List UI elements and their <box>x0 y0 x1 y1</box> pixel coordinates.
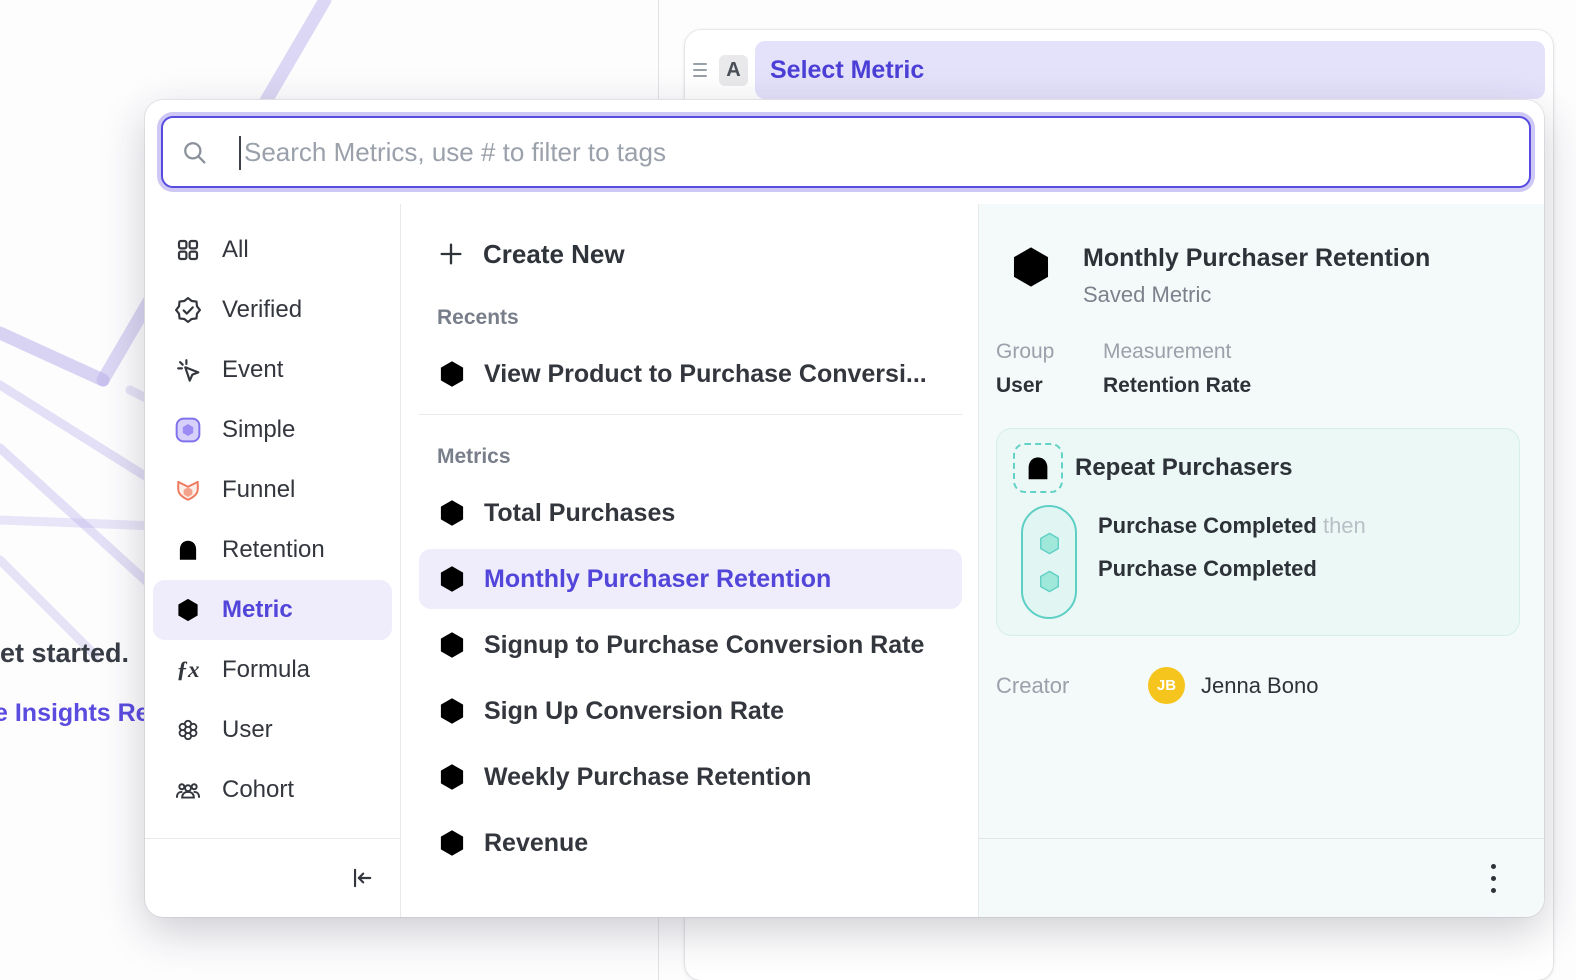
sidebar-item-formula[interactable]: ƒx Formula <box>153 640 392 700</box>
get-started-text: et started. <box>0 638 129 669</box>
metric-row-label: Signup to Purchase Conversion Rate <box>484 631 924 660</box>
sidebar-item-label: User <box>222 716 273 744</box>
event-sequence-capsule <box>1021 505 1077 619</box>
definition-step-1: Purchase Completed then <box>1098 513 1366 539</box>
metric-row-label: Weekly Purchase Retention <box>484 763 811 792</box>
create-new-label: Create New <box>483 239 625 270</box>
definition-step-2: Purchase Completed <box>1098 556 1366 582</box>
sidebar-item-all[interactable]: All <box>153 220 392 280</box>
metric-selector-modal: All Verified Event <box>145 100 1544 917</box>
sidebar-footer <box>145 838 400 917</box>
list-divider <box>419 414 962 415</box>
details-header: Monthly Purchaser Retention Saved Metric <box>996 244 1520 308</box>
metric-details-panel: Monthly Purchaser Retention Saved Metric… <box>978 204 1544 917</box>
event-hexagon-icon <box>1036 568 1063 595</box>
metric-hex-icon-teal-large <box>1008 244 1054 290</box>
sidebar-item-label: Cohort <box>222 776 294 804</box>
recent-metric-row[interactable]: View Product to Purchase Conversi... <box>419 344 962 404</box>
metric-hexagon-icon <box>175 597 201 623</box>
event-hexagon-icon <box>1036 530 1063 557</box>
type-filter-sidebar: All Verified Event <box>145 204 401 917</box>
sidebar-item-simple[interactable]: Simple <box>153 400 392 460</box>
sidebar-item-event[interactable]: Event <box>153 340 392 400</box>
avatar: JB <box>1148 667 1185 704</box>
metric-hex-icon-orange <box>437 630 467 660</box>
sidebar-item-verified[interactable]: Verified <box>153 280 392 340</box>
sidebar-item-label: Retention <box>222 536 325 564</box>
insights-report-link[interactable]: e Insights Re <box>0 699 150 728</box>
metric-hex-icon-teal <box>437 762 467 792</box>
metric-row-total-purchases[interactable]: Total Purchases <box>419 483 962 543</box>
simple-hexagon-icon <box>175 417 201 443</box>
clause-letter-badge: A <box>719 55 748 86</box>
funnel-icon <box>175 477 201 503</box>
sidebar-item-label: Metric <box>222 596 293 624</box>
metric-row-label: Total Purchases <box>484 499 675 528</box>
sidebar-item-user[interactable]: User <box>153 700 392 760</box>
measurement-value: Retention Rate <box>1103 374 1251 398</box>
text-caret <box>239 136 241 170</box>
details-subtitle: Saved Metric <box>1083 282 1430 308</box>
retention-arch-icon <box>175 537 201 563</box>
creator-row: Creator JB Jenna Bono <box>996 667 1520 704</box>
creator-name: Jenna Bono <box>1201 673 1318 699</box>
metric-clause-row: A Select Metric <box>685 30 1553 110</box>
verified-badge-icon <box>175 297 201 323</box>
metric-row-label: View Product to Purchase Conversi... <box>484 360 927 389</box>
sidebar-item-retention[interactable]: Retention <box>153 520 392 580</box>
search-focus-ring <box>157 112 1535 192</box>
grid-icon <box>175 237 201 263</box>
details-footer <box>979 838 1544 917</box>
sidebar-item-label: Event <box>222 356 283 384</box>
formula-fx-icon: ƒx <box>175 657 201 683</box>
metric-hex-icon-purple <box>437 828 467 858</box>
metric-hex-icon-teal <box>437 564 467 594</box>
group-value: User <box>996 374 1086 398</box>
sidebar-item-label: Verified <box>222 296 302 324</box>
metric-row-revenue[interactable]: Revenue <box>419 813 962 873</box>
metric-row-label: Monthly Purchaser Retention <box>484 565 831 594</box>
metric-hex-icon-purple <box>437 498 467 528</box>
sidebar-item-label: Simple <box>222 416 295 444</box>
details-title: Monthly Purchaser Retention <box>1083 244 1430 273</box>
sidebar-item-funnel[interactable]: Funnel <box>153 460 392 520</box>
metric-row-label: Sign Up Conversion Rate <box>484 697 784 726</box>
definition-name: Repeat Purchasers <box>1075 454 1292 482</box>
user-cluster-icon <box>175 717 201 743</box>
sidebar-item-label: All <box>222 236 249 264</box>
definition-card: Repeat Purchasers Purchase Completed the… <box>996 428 1520 636</box>
group-label: Group <box>996 340 1086 364</box>
metric-row-weekly-purchase-retention[interactable]: Weekly Purchase Retention <box>419 747 962 807</box>
metric-row-monthly-purchaser-retention[interactable]: Monthly Purchaser Retention <box>419 549 962 609</box>
details-info-grid: Group User Measurement Retention Rate <box>996 340 1520 398</box>
sidebar-item-label: Funnel <box>222 476 295 504</box>
metric-hex-icon-orange <box>437 359 467 389</box>
create-new-button[interactable]: Create New <box>437 232 962 276</box>
search-box[interactable] <box>161 116 1531 188</box>
select-metric-button[interactable]: Select Metric <box>755 41 1545 99</box>
metric-row-label: Revenue <box>484 829 588 858</box>
collapse-left-icon[interactable] <box>348 865 374 891</box>
metrics-heading: Metrics <box>437 445 962 469</box>
cursor-click-icon <box>175 357 201 383</box>
sidebar-item-cohort[interactable]: Cohort <box>153 760 392 820</box>
sidebar-item-label: Formula <box>222 656 310 684</box>
cohort-people-icon <box>175 777 201 803</box>
search-input[interactable] <box>244 137 1529 168</box>
metric-hex-icon-orange <box>437 696 467 726</box>
sidebar-item-metric[interactable]: Metric <box>153 580 392 640</box>
measurement-label: Measurement <box>1103 340 1251 364</box>
step-connector: then <box>1323 513 1366 538</box>
more-options-icon[interactable] <box>1487 860 1500 897</box>
metric-row-sign-up-conversion[interactable]: Sign Up Conversion Rate <box>419 681 962 741</box>
drag-handle-icon[interactable] <box>693 63 707 77</box>
recents-heading: Recents <box>437 306 962 330</box>
creator-label: Creator <box>996 673 1148 699</box>
metric-row-signup-to-purchase[interactable]: Signup to Purchase Conversion Rate <box>419 615 962 675</box>
plus-icon <box>437 240 465 268</box>
search-icon <box>181 139 208 166</box>
metric-list-column: Create New Recents View Product to Purch… <box>401 204 978 917</box>
retention-definition-icon <box>1013 443 1063 493</box>
